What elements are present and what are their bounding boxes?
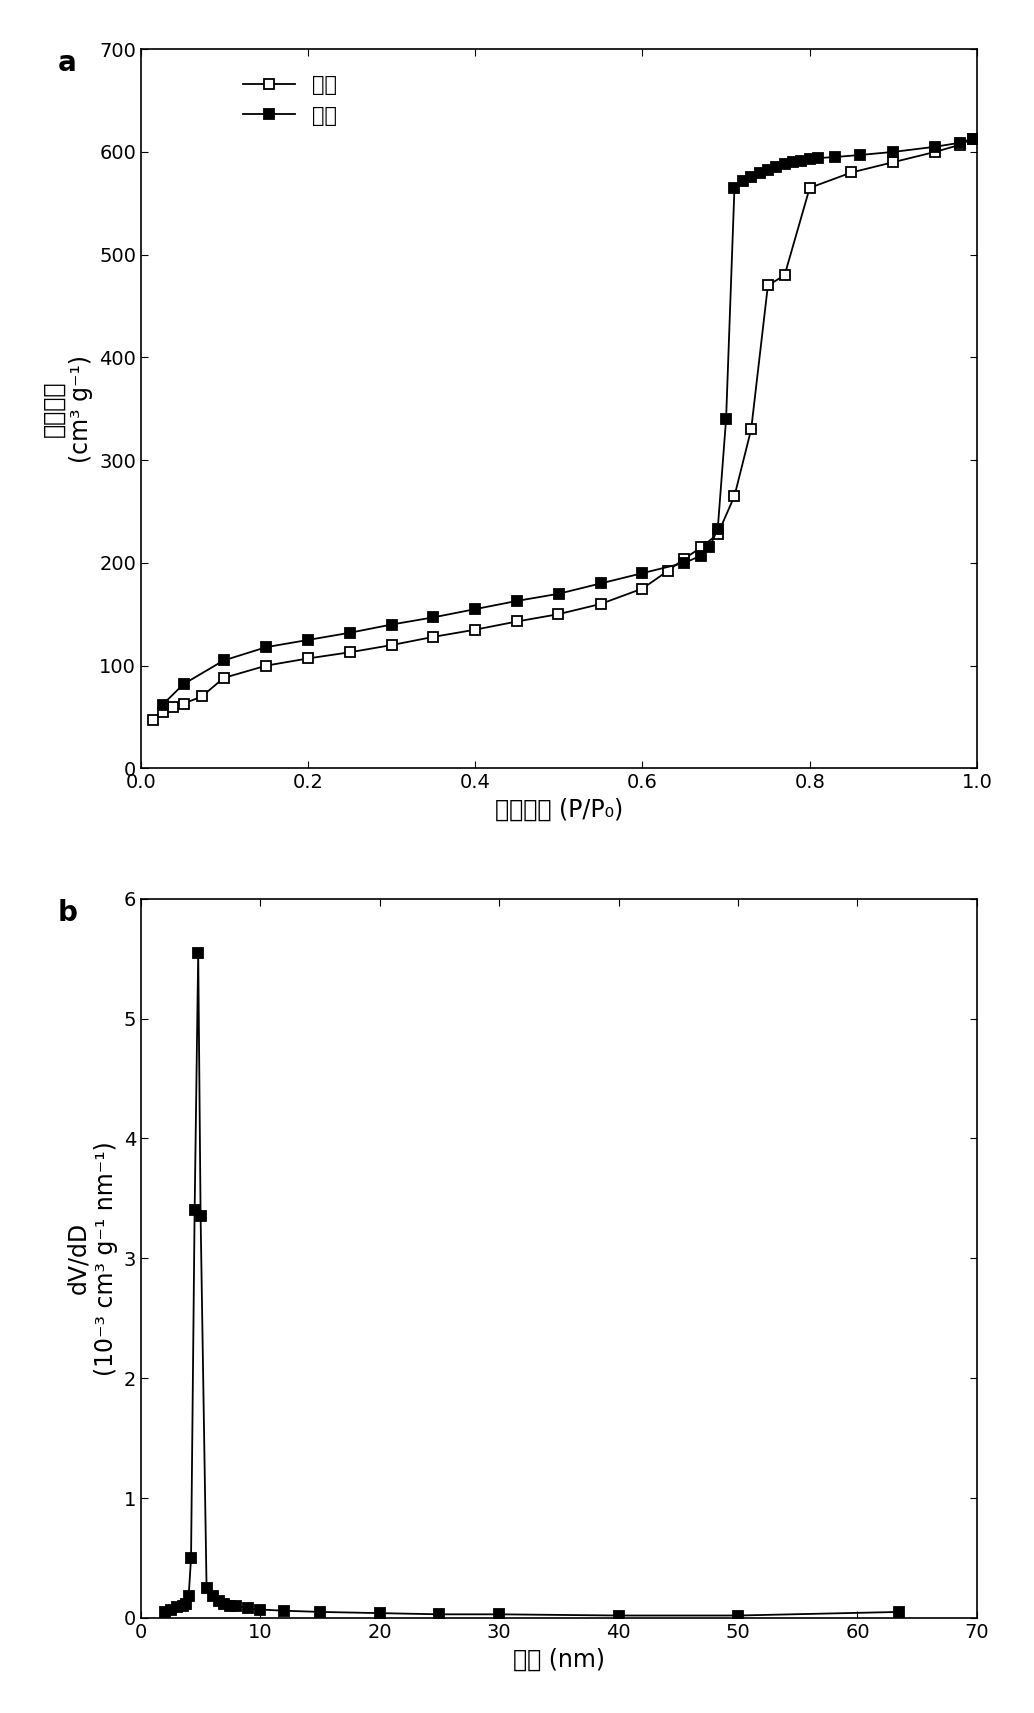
吸附	[156, 702, 169, 723]
吸附	[511, 612, 523, 632]
脱附	[795, 151, 808, 171]
脱附	[736, 170, 749, 190]
脱附	[511, 591, 523, 612]
脱附	[812, 147, 824, 168]
脱附	[887, 142, 900, 163]
吸附	[195, 687, 208, 707]
吸附	[217, 668, 230, 689]
吸附	[929, 142, 941, 163]
Text: b: b	[57, 899, 78, 927]
脱附	[787, 152, 799, 173]
Legend: 吸附, 脱附: 吸附, 脱附	[235, 67, 345, 134]
吸附	[967, 128, 979, 149]
脱附	[779, 154, 791, 175]
吸附	[595, 594, 607, 615]
吸附	[662, 560, 674, 581]
脱附	[636, 564, 648, 584]
吸附	[261, 656, 273, 677]
吸附	[744, 420, 757, 440]
脱附	[595, 574, 607, 594]
脱附	[427, 606, 439, 627]
Line: 脱附: 脱附	[158, 134, 977, 709]
脱附	[261, 637, 273, 658]
脱附	[954, 132, 967, 152]
吸附	[803, 178, 816, 199]
脱附	[803, 149, 816, 170]
脱附	[720, 409, 732, 430]
X-axis label: 相对压力 (P/P₀): 相对压力 (P/P₀)	[494, 798, 624, 822]
吸附	[469, 620, 482, 641]
脱附	[762, 159, 774, 180]
脱附	[678, 553, 691, 574]
吸附	[552, 605, 565, 625]
吸附	[678, 548, 691, 569]
脱附	[177, 673, 189, 694]
吸附	[845, 163, 857, 183]
吸附	[147, 709, 159, 730]
脱附	[386, 615, 398, 636]
吸附	[779, 266, 791, 286]
脱附	[343, 622, 356, 642]
吸附	[954, 134, 967, 154]
脱附	[770, 158, 783, 178]
吸附	[427, 627, 439, 648]
脱附	[156, 694, 169, 714]
脱附	[711, 519, 724, 540]
脱附	[695, 545, 707, 565]
脱附	[744, 166, 757, 187]
吸附	[762, 276, 774, 296]
脱附	[217, 651, 230, 671]
Y-axis label: 吸附体积
(cm³ g⁻¹): 吸附体积 (cm³ g⁻¹)	[41, 355, 93, 463]
吸附	[166, 697, 179, 718]
X-axis label: 孔径 (nm): 孔径 (nm)	[513, 1648, 605, 1672]
脱附	[553, 584, 566, 605]
吸附	[887, 152, 900, 173]
Line: 吸附: 吸附	[148, 134, 977, 725]
脱附	[302, 630, 314, 651]
脱附	[754, 163, 766, 183]
脱附	[929, 137, 941, 158]
吸附	[636, 579, 648, 600]
吸附	[695, 538, 707, 558]
脱附	[728, 178, 740, 199]
脱附	[703, 538, 716, 558]
吸附	[728, 486, 740, 507]
Text: a: a	[57, 50, 77, 77]
吸附	[302, 648, 314, 668]
Y-axis label: dV/dD
(10⁻³ cm³ g⁻¹ nm⁻¹): dV/dD (10⁻³ cm³ g⁻¹ nm⁻¹)	[66, 1141, 118, 1376]
脱附	[854, 144, 866, 164]
吸附	[177, 694, 189, 714]
脱附	[828, 147, 841, 168]
脱附	[469, 600, 482, 620]
吸附	[343, 642, 356, 663]
吸附	[711, 524, 724, 545]
吸附	[386, 636, 398, 656]
脱附	[967, 128, 979, 149]
